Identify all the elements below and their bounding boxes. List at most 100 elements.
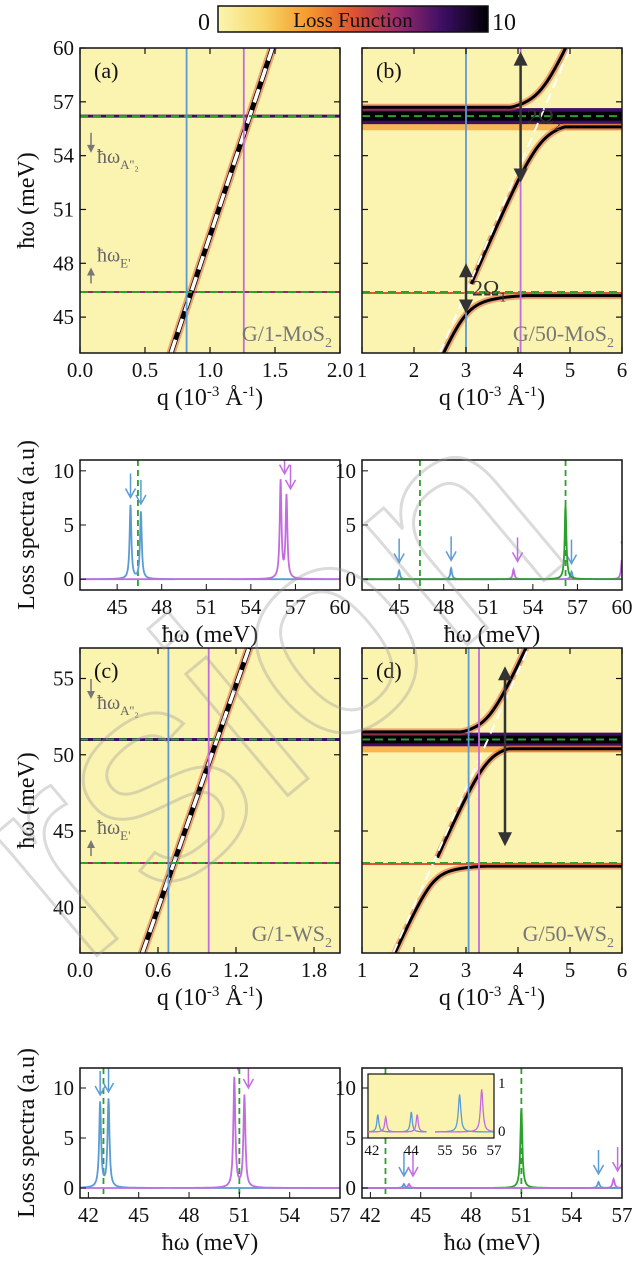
x-tick-label: 51 [229,1203,250,1227]
x-axis-label: q (10-3 Å-1) [439,384,545,411]
plot-frame [361,459,623,591]
x-tick-label: 48 [433,595,454,619]
splitting-arrowhead-down [459,299,473,314]
x-tick-label: 54 [279,1203,301,1227]
colorbar-gradient [217,5,489,33]
x-tick-label: 57 [567,595,588,619]
inset-x-tick-label: 42 [364,1143,379,1159]
x-tick-label: 6 [617,958,628,982]
y-tick-label: 54 [53,144,75,168]
x-tick-label: 3 [461,358,472,382]
x-tick-label: 60 [330,595,351,619]
x-tick-label: 1.0 [197,358,223,382]
peak-marker-arrowhead [398,1166,410,1178]
colorbar-max-label: 10 [492,10,516,36]
panel-c_spec: 42 45 48 51 54 57 0 5 10 ħω (meV) Loss spectra (a.… [14,1048,351,1256]
x-tick-label: 1.8 [301,958,327,982]
x-tick-label: 5 [565,358,576,382]
annotation-arrowhead [87,267,95,276]
splitting-arrowhead-down [513,168,528,183]
inset-y-tick-label: 0 [498,1124,506,1140]
x-axis-label: ħω (meV) [162,1230,258,1256]
x-tick-label: 51 [511,1203,532,1227]
x-tick-label: 1 [357,358,368,382]
y-tick-label: 57 [53,90,74,114]
x-axis-label: q (10-3 Å-1) [157,984,263,1011]
x-tick-label: 54 [522,595,544,619]
x-tick-label: 57 [330,1203,351,1227]
phonon-band-edge [362,746,622,753]
inset-y-tick-label: 1 [498,1076,506,1092]
plot-frame [79,647,341,954]
x-tick-label: 42 [360,1203,381,1227]
x-tick-label: 45 [128,1203,149,1227]
y-tick-label: 48 [53,251,74,275]
x-tick-label: 54 [240,595,262,619]
y-tick-label: 10 [53,459,74,483]
x-tick-label: 3 [461,958,472,982]
x-tick-label: 1 [357,958,368,982]
y-tick-label: 40 [53,895,74,919]
peak-marker-arrowhead [124,488,137,500]
peak-marker-arrowhead [611,1161,622,1173]
y-tick-label: 5 [64,1126,75,1150]
middle-polariton-branch [469,125,622,285]
x-axis-label: ħω (meV) [162,622,258,648]
inset-x-tick-label: 55 [437,1143,452,1159]
phonon-band-edge [362,124,622,131]
panel-label: (d) [376,658,402,683]
x-tick-label: 48 [151,595,172,619]
peak-marker-arrowhead [135,494,147,506]
annotation-arrowhead [87,840,95,849]
peak-marker-arrowhead [236,1068,241,1072]
spectrum-series-blue [80,504,340,581]
spectrum-series-blue [362,565,622,581]
x-tick-label: 0.0 [67,958,93,982]
inset-plot: 42 44 55 56 57 0 1 [364,1073,506,1159]
x-tick-label: 4 [513,958,524,982]
upper-polariton-branch [362,648,528,734]
peak-marker-arrowhead [511,552,524,563]
peak-marker-arrowhead [284,479,297,491]
y-tick-label: 45 [53,305,74,329]
heatmap-d [362,648,622,953]
peak-marker-arrowhead [278,464,291,476]
spectrum-series-magenta [362,1176,622,1189]
plot-frame [79,459,341,591]
y-tick-label: 0 [346,1176,357,1200]
y-tick-label: 5 [346,1126,357,1150]
x-tick-label: 4 [513,358,524,382]
heatmap-b [362,48,622,353]
y-tick-label: 10 [335,1076,356,1100]
x-tick-label: 2 [409,358,420,382]
y-tick-label: 10 [53,1076,74,1100]
x-tick-label: 1.2 [223,958,249,982]
x-tick-label: 45 [389,595,410,619]
colorbar-min-label: 0 [198,10,210,36]
peak-marker-arrowhead [445,550,457,562]
colorbar: 0 10 Loss Function [198,5,516,36]
lower-polariton-branch [441,294,622,353]
x-axis-label: ħω (meV) [444,622,540,648]
x-axis-label: q (10-3 Å-1) [157,384,263,411]
plot-frame [361,1067,623,1199]
annotation-arrowhead [87,144,95,153]
heatmap-background [362,648,622,953]
panel-b_spec: 45 48 51 54 57 60 0 5 10 ħω (meV) [335,459,633,648]
peak-marker-arrowhead [94,1085,106,1097]
spectrum-series-blue [80,1098,340,1189]
panel-a_spec: 45 48 51 54 57 60 0 5 10 ħω (meV) Loss spectra (a.… [14,440,351,648]
peak-marker-arrowhead [393,553,405,565]
y-tick-label: 45 [53,819,74,843]
plot-frame [361,647,623,954]
heatmap-background [80,648,340,953]
peak-marker-arrowhead [102,1082,115,1094]
spectrum-series-magenta [80,479,340,581]
x-tick-label: 57 [285,595,306,619]
x-tick-label: 42 [78,1203,99,1227]
spectrum-plot-area [80,460,340,590]
x-tick-label: 45 [107,595,128,619]
